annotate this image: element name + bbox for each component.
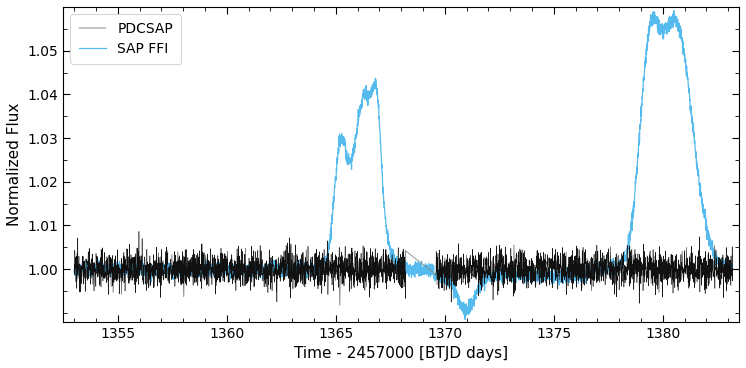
- PDCSAP: [392, 269, 401, 274]
- SAP FFI: [548, 271, 557, 275]
- Legend: PDCSAP, SAP FFI: PDCSAP, SAP FFI: [70, 14, 181, 64]
- Y-axis label: Normalized Flux: Normalized Flux: [7, 103, 22, 226]
- Line: SAP FFI: SAP FFI: [74, 11, 733, 319]
- SAP FFI: [708, 244, 717, 248]
- PDCSAP: [336, 303, 345, 307]
- X-axis label: Time - 2457000 [BTJD days]: Time - 2457000 [BTJD days]: [294, 346, 508, 361]
- SAP FFI: [461, 317, 470, 322]
- SAP FFI: [383, 231, 392, 236]
- Line: PDCSAP: PDCSAP: [74, 231, 406, 305]
- PDCSAP: [222, 273, 231, 277]
- SAP FFI: [346, 158, 355, 163]
- SAP FFI: [669, 8, 678, 13]
- SAP FFI: [351, 132, 360, 137]
- PDCSAP: [330, 254, 339, 258]
- SAP FFI: [728, 263, 737, 267]
- PDCSAP: [87, 267, 95, 272]
- PDCSAP: [69, 269, 78, 273]
- SAP FFI: [69, 270, 78, 275]
- PDCSAP: [134, 229, 143, 234]
- PDCSAP: [231, 259, 240, 263]
- SAP FFI: [675, 26, 684, 31]
- PDCSAP: [392, 262, 401, 266]
- PDCSAP: [401, 248, 410, 253]
